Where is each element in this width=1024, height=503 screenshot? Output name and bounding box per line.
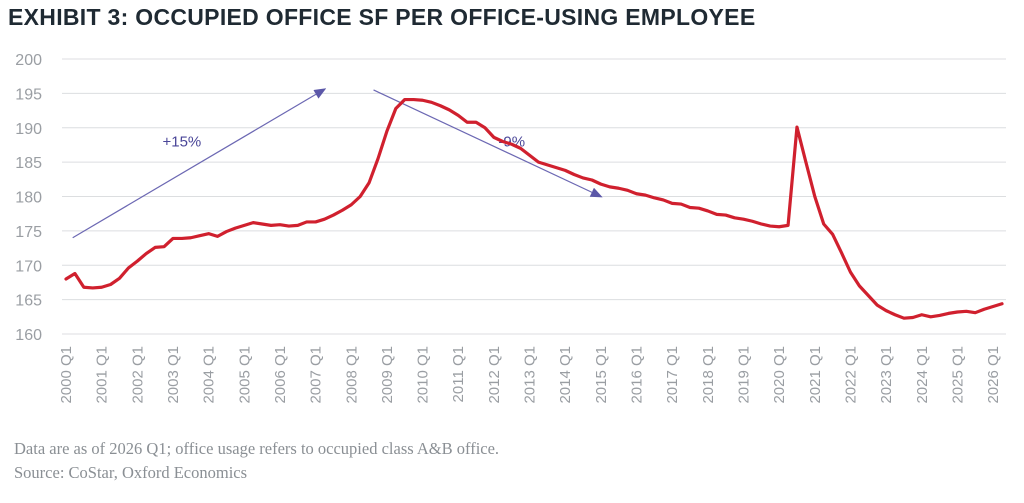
line-chart: 160 165 170 175 180 185 190 195 200 2000 Q1 2001 …: [15, 52, 1006, 404]
series-layer: [64, 97, 1004, 320]
footnote: Data are as of 2026 Q1; office usage ref…: [14, 439, 500, 458]
x-tick-label: 2021 Q1: [807, 346, 824, 404]
x-tick-label: 2003 Q1: [165, 346, 182, 404]
x-tick-label: 2013 Q1: [522, 346, 539, 404]
x-tick-label: 2016 Q1: [629, 346, 646, 404]
annotation-label: +15%: [162, 133, 201, 150]
annotation-arrow: [72, 88, 327, 239]
annotations: +15% -9%: [72, 88, 603, 239]
x-tick-label: 2026 Q1: [985, 346, 1002, 404]
series-line: [64, 97, 1004, 320]
y-tick-label: 200: [15, 52, 42, 69]
x-tick-label: 2004 Q1: [201, 346, 218, 404]
x-tick-label: 2000 Q1: [58, 346, 75, 404]
gridlines: [62, 58, 1006, 335]
y-tick-label: 175: [15, 224, 42, 241]
x-tick-label: 2007 Q1: [308, 346, 325, 404]
x-tick-label: 2024 Q1: [914, 346, 931, 404]
x-axis: 2000 Q1 2001 Q1 2002 Q1 2003 Q1 2004 Q1 2005 …: [58, 346, 1002, 404]
y-tick-label: 170: [15, 258, 42, 275]
y-tick-label: 190: [15, 121, 42, 138]
annotation-arrow: [373, 89, 603, 198]
x-tick-label: 2018 Q1: [700, 346, 717, 404]
x-tick-label: 2020 Q1: [771, 346, 788, 404]
source-note: Source: CoStar, Oxford Economics: [14, 463, 248, 482]
x-tick-label: 2008 Q1: [343, 346, 360, 404]
x-tick-label: 2002 Q1: [129, 346, 146, 404]
x-tick-label: 2001 Q1: [94, 346, 111, 404]
x-tick-label: 2010 Q1: [415, 346, 432, 404]
y-tick-label: 165: [15, 293, 42, 310]
y-tick-label: 160: [15, 327, 42, 344]
y-tick-label: 195: [15, 86, 42, 103]
x-tick-label: 2022 Q1: [842, 346, 859, 404]
x-tick-label: 2023 Q1: [878, 346, 895, 404]
y-tick-label: 185: [15, 155, 42, 172]
chart-title: EXHIBIT 3: OCCUPIED OFFICE SF PER OFFICE…: [8, 4, 756, 30]
x-tick-label: 2012 Q1: [486, 346, 503, 404]
y-axis: 160 165 170 175 180 185 190 195 200: [15, 52, 42, 344]
x-tick-label: 2006 Q1: [272, 346, 289, 404]
y-tick-label: 180: [15, 190, 42, 207]
x-tick-label: 2011 Q1: [450, 346, 467, 402]
x-tick-label: 2017 Q1: [664, 346, 681, 404]
x-tick-label: 2025 Q1: [949, 346, 966, 404]
x-tick-label: 2019 Q1: [735, 346, 752, 404]
x-tick-label: 2005 Q1: [236, 346, 253, 404]
x-tick-label: 2015 Q1: [593, 346, 610, 404]
x-tick-label: 2009 Q1: [379, 346, 396, 404]
x-tick-label: 2014 Q1: [557, 346, 574, 404]
